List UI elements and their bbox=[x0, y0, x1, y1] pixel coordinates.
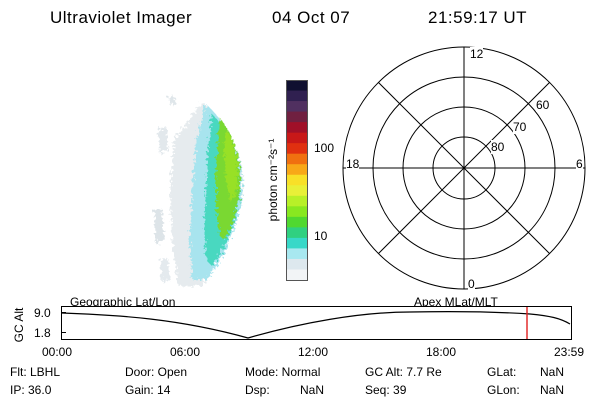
polar-lat-label: 70 bbox=[513, 120, 527, 134]
colorbar-cell bbox=[287, 153, 307, 165]
observation-date: 04 Oct 07 bbox=[272, 8, 351, 27]
aurora-image bbox=[154, 96, 244, 286]
colorbar-cell bbox=[287, 185, 307, 197]
glat-value: NaN bbox=[540, 365, 565, 379]
polar-grid bbox=[342, 46, 586, 290]
dsp-label: Dsp: bbox=[245, 383, 270, 397]
geographic-caption: Geographic Lat/Lon bbox=[70, 295, 176, 309]
colorbar-cell bbox=[287, 90, 307, 102]
polar-lat-label: 60 bbox=[536, 98, 550, 112]
colorbar-cell bbox=[287, 80, 307, 92]
seq-status: Seq: 39 bbox=[365, 383, 407, 397]
colorbar-cell bbox=[287, 258, 307, 271]
apex-caption: Apex MLat/MLT bbox=[414, 295, 498, 309]
polar-label-18: 18 bbox=[346, 157, 360, 171]
gain-status: Gain: 14 bbox=[125, 383, 171, 397]
polar-label-12: 12 bbox=[470, 47, 484, 61]
polar-lat-label: 80 bbox=[491, 140, 505, 154]
mode-status: Mode: Normal bbox=[245, 365, 321, 379]
timeline-x-tick: 18:00 bbox=[426, 345, 457, 359]
observation-time: 21:59:17 UT bbox=[428, 8, 528, 27]
timeline-y-max: 9.0 bbox=[34, 306, 51, 320]
polar-label-0: 0 bbox=[468, 277, 475, 291]
gc-alt-status: GC Alt: 7.7 Re bbox=[365, 365, 442, 379]
colorbar-tick-label: 10 bbox=[314, 229, 328, 243]
colorbar-cell bbox=[287, 227, 307, 239]
timeline-x-tick: 06:00 bbox=[170, 345, 201, 359]
colorbar-tick-label: 100 bbox=[314, 141, 335, 155]
polar-label-6: 6 bbox=[576, 157, 583, 171]
colorbar-cell bbox=[287, 122, 307, 134]
timeline-x-tick: 12:00 bbox=[298, 345, 329, 359]
colorbar-cell bbox=[287, 269, 307, 281]
colorbar-cell bbox=[287, 164, 307, 176]
colorbar bbox=[286, 80, 308, 281]
colorbar-cell bbox=[287, 143, 307, 155]
colorbar-unit-label: photon cm⁻²s⁻¹ bbox=[266, 138, 280, 222]
timeline-y-min: 1.8 bbox=[34, 326, 51, 340]
instrument-title: Ultraviolet Imager bbox=[50, 8, 193, 27]
altitude-curve bbox=[61, 311, 571, 339]
colorbar-cell bbox=[287, 174, 307, 186]
colorbar-cell bbox=[287, 216, 307, 228]
timeline-y-axis-label: GC Alt bbox=[12, 307, 26, 343]
colorbar-cell bbox=[287, 237, 307, 250]
glon-value: NaN bbox=[540, 383, 565, 397]
timeline-x-tick: 23:59 bbox=[554, 345, 585, 359]
glon-label: GLon: bbox=[487, 383, 520, 397]
dsp-value: NaN bbox=[300, 383, 325, 397]
colorbar-cell bbox=[287, 248, 307, 260]
colorbar-cell bbox=[287, 111, 307, 123]
filter-status: Flt: LBHL bbox=[10, 365, 61, 379]
colorbar-cell bbox=[287, 101, 307, 113]
glat-label: GLat: bbox=[487, 365, 517, 379]
door-status: Door: Open bbox=[125, 365, 188, 379]
colorbar-cell bbox=[287, 132, 307, 144]
timeline-x-tick: 00:00 bbox=[42, 345, 73, 359]
ip-status: IP: 36.0 bbox=[10, 383, 52, 397]
colorbar-cell bbox=[287, 206, 307, 218]
colorbar-cell bbox=[287, 195, 307, 207]
altitude-timeline bbox=[61, 306, 572, 340]
